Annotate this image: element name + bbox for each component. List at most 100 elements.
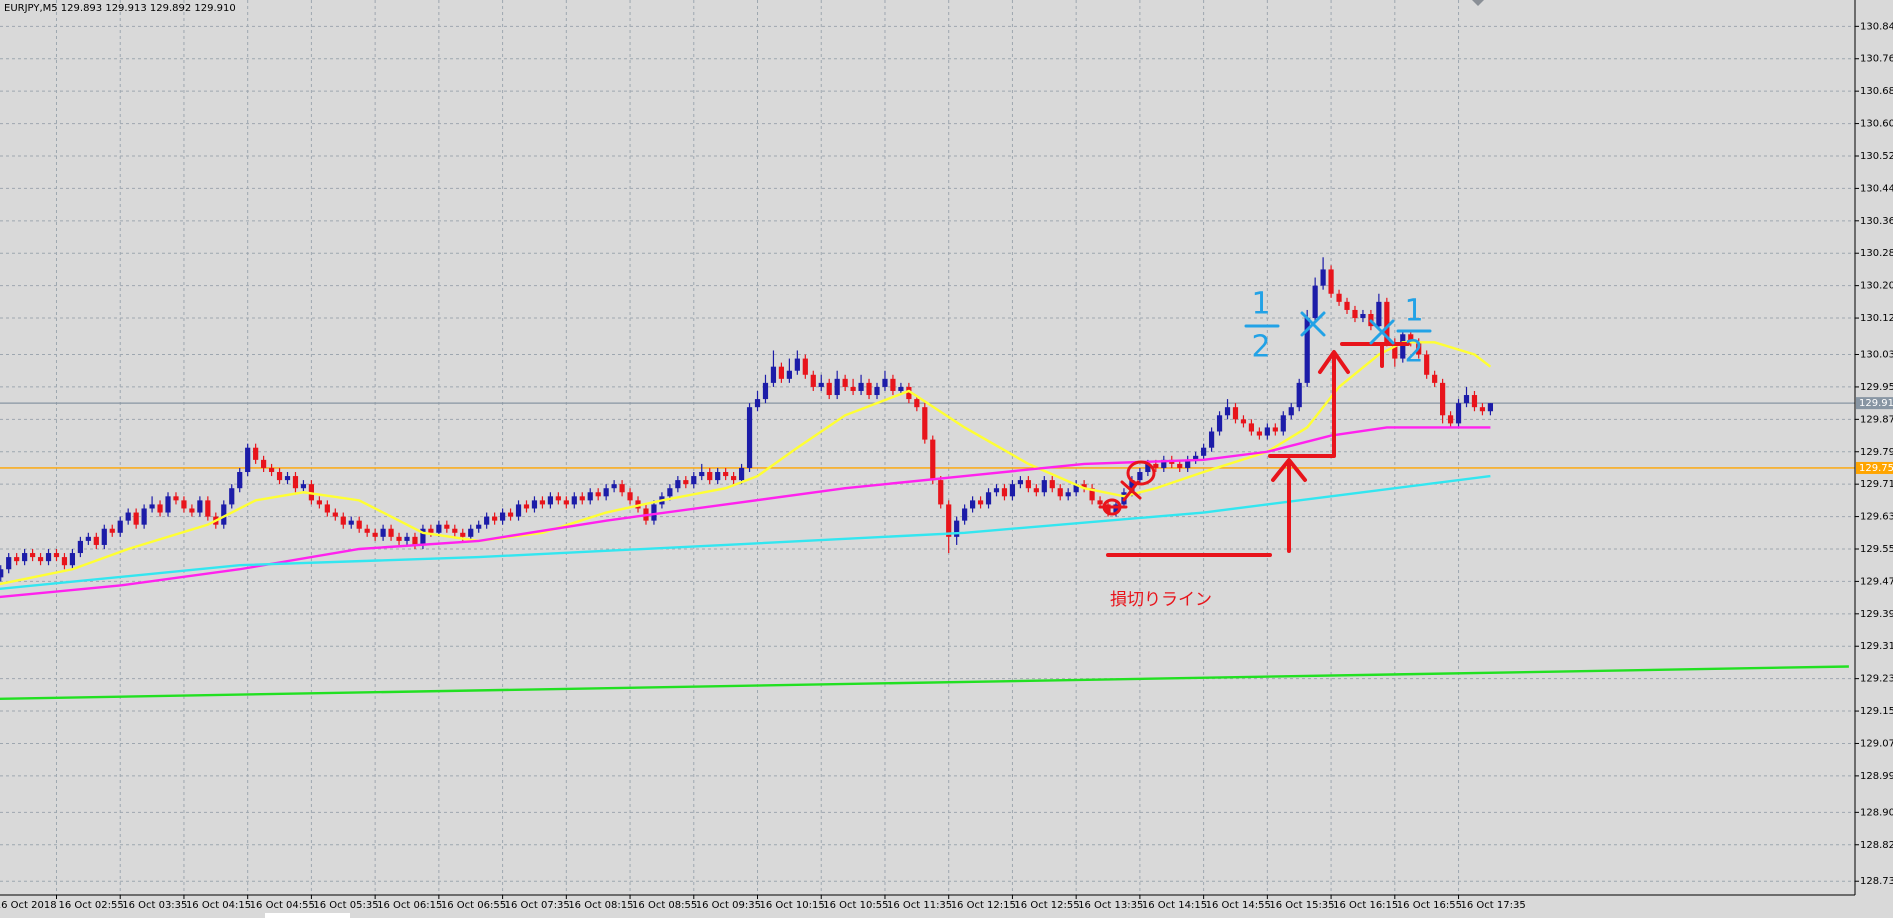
y-tick-label: 129.79: [1860, 447, 1893, 458]
candle-body: [1312, 285, 1318, 319]
y-tick-label: 130.12: [1860, 313, 1893, 324]
candle-body: [1328, 269, 1334, 294]
candle-body: [826, 382, 832, 396]
candle-body: [547, 496, 553, 505]
candle-body: [1232, 407, 1239, 420]
candle-body: [22, 553, 28, 562]
fraction-numerator: 1: [1251, 287, 1270, 322]
candle-body: [627, 492, 633, 501]
candle-body: [746, 407, 753, 468]
y-tick-label: 130.52: [1860, 151, 1893, 162]
candle-body: [683, 480, 689, 485]
x-tick-label: 16 Oct 08:55: [632, 900, 697, 911]
candle-body: [1440, 382, 1446, 416]
candle-body: [985, 492, 992, 505]
candle-body: [117, 520, 123, 533]
y-tick-label: 129.31: [1860, 641, 1893, 652]
y-tick-label: 128.90: [1860, 807, 1893, 818]
candle-body: [1392, 342, 1398, 359]
candle-body: [762, 382, 769, 400]
x-tick-label: 16 Oct 12:15: [951, 900, 1016, 911]
candle-body: [324, 504, 330, 513]
candle-body: [1224, 407, 1231, 416]
candle-body: [922, 407, 928, 440]
candle-body: [977, 500, 984, 505]
candle-body: [356, 520, 362, 529]
candle-body: [1153, 463, 1159, 468]
candle-body: [444, 524, 450, 529]
candle-body: [850, 386, 856, 391]
candle-body: [85, 536, 91, 541]
candle-body: [675, 480, 681, 489]
candle-body: [1081, 484, 1087, 489]
candle-body: [595, 492, 601, 497]
shift-marker: [1472, 0, 1484, 6]
candle-body: [1487, 403, 1494, 412]
candle-body: [1248, 423, 1255, 432]
arrow-shaft: [1268, 353, 1336, 458]
exit-cross: [1300, 311, 1326, 337]
x-tick-label: 16 Oct 07:35: [505, 900, 570, 911]
candle-body: [970, 500, 976, 509]
candle-body: [1065, 492, 1071, 497]
candle-body: [101, 528, 107, 545]
candle-body: [340, 516, 346, 525]
candle-body: [404, 536, 410, 541]
candle-body: [261, 459, 267, 468]
y-tick-label: 129.47: [1860, 576, 1893, 587]
candle-body: [603, 488, 609, 497]
candle-body: [810, 374, 816, 387]
x-tick-label: 16 Oct 13:35: [1078, 900, 1143, 911]
candle-body: [229, 488, 235, 505]
candle-body: [587, 492, 593, 501]
candle-body: [1025, 480, 1031, 489]
candle-body: [268, 467, 275, 473]
candle-body: [77, 540, 83, 554]
candle-body: [1447, 415, 1454, 424]
x-tick-label: 16 Oct 16:15: [1333, 900, 1398, 911]
candle-body: [133, 512, 139, 525]
candle-body: [380, 528, 386, 537]
candle-body: [205, 500, 211, 517]
candle-body: [292, 476, 299, 489]
candle-body: [874, 386, 880, 396]
candle-body: [109, 528, 115, 533]
entry-cross: [1122, 480, 1140, 502]
candle-body: [29, 553, 36, 558]
candle-body: [1145, 463, 1151, 473]
candle-body: [723, 472, 729, 477]
candle-body: [245, 447, 251, 473]
candle-body: [946, 504, 952, 537]
candle-body: [237, 472, 243, 489]
candle-body: [492, 516, 498, 521]
candle-body: [332, 512, 338, 517]
price-label-box: [1856, 461, 1893, 474]
x-tick-label: 16 Oct 02:55: [58, 900, 123, 911]
candle-body: [1304, 318, 1310, 383]
candle-body: [993, 488, 1000, 493]
candle-body: [364, 528, 370, 533]
candle-body: [316, 500, 322, 505]
y-tick-label: 130.20: [1860, 281, 1893, 292]
candle-body: [1424, 354, 1430, 375]
candle-body: [738, 467, 745, 481]
candle-body: [539, 500, 546, 505]
indicator-line: [0, 341, 1492, 586]
candle-body: [45, 553, 52, 562]
candle-body: [954, 520, 960, 537]
candle-body: [1400, 334, 1406, 359]
candle-body: [165, 496, 171, 513]
candle-body: [699, 472, 705, 477]
candle-body: [181, 500, 187, 509]
candle-body: [1073, 484, 1079, 493]
candle-body: [707, 472, 713, 481]
candle-body: [770, 366, 777, 383]
x-tick-label: 16 Oct 10:55: [823, 900, 888, 911]
candle-body: [794, 358, 800, 371]
candle-body: [1057, 488, 1063, 497]
candle-body: [1479, 407, 1486, 412]
candle-body: [1216, 415, 1223, 432]
candle-body: [858, 382, 864, 391]
candle-body: [938, 480, 944, 505]
